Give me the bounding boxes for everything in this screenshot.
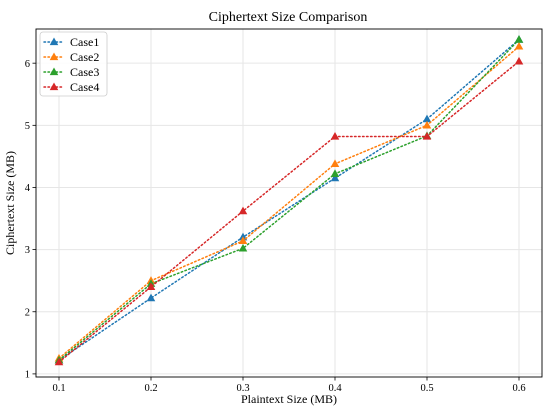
series-case4 bbox=[54, 56, 524, 366]
legend-label: Case4 bbox=[70, 80, 99, 94]
series-line bbox=[58, 38, 520, 361]
data-point bbox=[422, 132, 432, 140]
legend-box bbox=[39, 31, 108, 97]
data-point bbox=[238, 206, 248, 215]
x-tick-label: 0.6 bbox=[512, 383, 525, 394]
series-case3 bbox=[54, 35, 524, 364]
y-tick-label: 5 bbox=[25, 121, 30, 132]
y-tick-label: 6 bbox=[25, 59, 30, 70]
legend-marker bbox=[49, 67, 59, 76]
data-point bbox=[238, 236, 248, 245]
x-tick-label: 0.1 bbox=[52, 383, 65, 394]
data-point bbox=[238, 243, 248, 252]
data-point bbox=[514, 56, 524, 65]
x-axis-ticks: 0.1 0.2 0.3 0.4 0.5 0.6 bbox=[52, 377, 526, 394]
y-tick-label: 2 bbox=[25, 307, 30, 318]
x-axis-label: Plaintext Size (MB) bbox=[241, 392, 337, 406]
legend-marker bbox=[49, 37, 59, 46]
data-point bbox=[422, 120, 432, 129]
data-point bbox=[514, 41, 524, 50]
series-layer bbox=[54, 35, 524, 366]
data-point bbox=[330, 159, 340, 167]
legend-label: Case2 bbox=[70, 50, 99, 64]
y-tick-label: 4 bbox=[25, 183, 31, 194]
x-tick-label: 0.3 bbox=[236, 383, 249, 394]
legend-marker bbox=[49, 52, 59, 61]
data-point bbox=[422, 114, 432, 123]
x-tick-label: 0.4 bbox=[328, 383, 342, 394]
y-tick-label: 1 bbox=[25, 369, 30, 380]
series-line bbox=[58, 45, 520, 360]
grid bbox=[36, 29, 542, 377]
data-point bbox=[330, 132, 340, 140]
data-point bbox=[330, 169, 340, 177]
y-axis-label: Ciphertext Size (MB) bbox=[3, 151, 17, 255]
y-axis-ticks: 1 2 3 4 5 6 bbox=[25, 59, 36, 380]
series-case2 bbox=[54, 41, 524, 362]
legend-label: Case1 bbox=[70, 35, 99, 49]
data-point bbox=[146, 293, 156, 302]
data-point bbox=[514, 35, 524, 43]
x-tick-label: 0.5 bbox=[420, 383, 433, 394]
data-point bbox=[146, 282, 156, 291]
x-tick-label: 0.2 bbox=[144, 383, 157, 394]
legend-marker bbox=[49, 82, 59, 91]
y-tick-label: 3 bbox=[25, 245, 30, 256]
series-line bbox=[58, 38, 520, 361]
data-point bbox=[54, 357, 64, 366]
series-line bbox=[58, 60, 520, 363]
legend-label: Case3 bbox=[70, 65, 99, 79]
chart-title: Ciphertext Size Comparison bbox=[209, 10, 368, 25]
data-point bbox=[330, 173, 340, 182]
series-case1 bbox=[54, 35, 524, 364]
plot-frame bbox=[35, 28, 543, 378]
